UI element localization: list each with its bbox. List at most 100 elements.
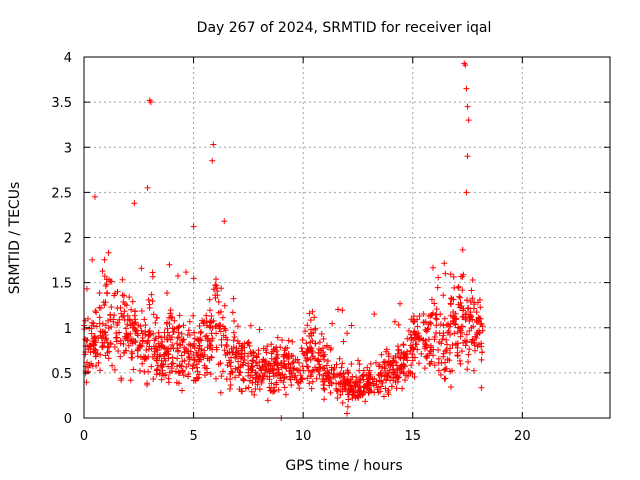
data-point [435,274,442,281]
data-point [230,329,237,336]
data-point [344,403,351,410]
data-point [294,366,301,373]
data-point [357,392,364,399]
data-point [400,341,407,348]
data-point [242,385,249,392]
data-point [307,339,314,346]
data-point [331,364,338,371]
data-point [440,292,447,299]
data-point [344,367,351,374]
data-point [450,320,457,327]
data-point [128,306,135,313]
data-point [153,314,160,321]
data-point [102,352,109,359]
data-point [110,318,117,325]
data-point [472,347,479,354]
data-point [288,370,295,377]
data-point [145,296,152,303]
data-point [321,351,328,358]
data-point [156,343,163,350]
data-point [262,366,269,373]
data-point [281,374,288,381]
data-point [218,285,225,292]
data-point [228,368,235,375]
data-point [253,353,260,360]
data-point [146,301,153,308]
data-point [123,325,130,332]
data-point [93,323,100,330]
data-point [414,316,421,323]
data-point [458,302,465,309]
data-point [217,389,224,396]
data-point [327,346,334,353]
data-point [353,374,360,381]
data-point [381,359,388,366]
data-point [373,381,380,388]
data-point [82,336,89,343]
data-point [198,337,205,344]
data-point [284,344,291,351]
data-point [415,360,422,367]
data-point [131,200,138,207]
data-point [348,322,355,329]
x-axis-label: GPS time / hours [285,458,402,474]
data-point [126,316,133,323]
data-point [271,362,278,369]
data-point [96,320,103,327]
data-point [105,249,112,256]
data-point [197,329,204,336]
data-point [475,314,482,321]
data-point [317,347,324,354]
data-point [290,352,297,359]
data-point [222,351,229,358]
data-point [297,372,304,379]
data-point [158,376,165,383]
data-point [136,367,143,374]
data-point [111,344,118,351]
data-point [157,351,164,358]
data-point [120,340,127,347]
data-point [178,330,185,337]
data-point [455,284,462,291]
data-point [244,340,251,347]
data-point [397,300,404,307]
data-point [278,359,285,366]
data-point [345,391,352,398]
data-point [262,358,269,365]
data-point [435,367,442,374]
data-point [437,321,444,328]
data-point [261,369,268,376]
data-point [465,117,472,124]
data-point [371,311,378,318]
data-point [162,371,169,378]
data-point [149,269,156,276]
data-point [210,141,217,148]
data-point [251,391,258,398]
data-point [103,281,110,288]
data-point [228,359,235,366]
data-point [304,375,311,382]
data-point [416,312,423,319]
data-point [186,318,193,325]
data-point [447,312,454,319]
data-point [367,360,374,367]
data-point [365,371,372,378]
data-point [127,377,134,384]
data-point [330,371,337,378]
data-point [85,364,92,371]
data-point [401,377,408,384]
data-point [126,294,133,301]
x-tick-label: 10 [295,429,312,444]
data-point [153,355,160,362]
data-point [263,349,270,356]
data-point [356,361,363,368]
data-point [114,320,121,327]
data-point [101,273,108,280]
data-point [167,307,174,314]
data-point [282,391,289,398]
data-point [453,316,460,323]
data-point [470,367,477,374]
data-point [194,368,201,375]
data-point [203,332,210,339]
data-point [162,357,169,364]
